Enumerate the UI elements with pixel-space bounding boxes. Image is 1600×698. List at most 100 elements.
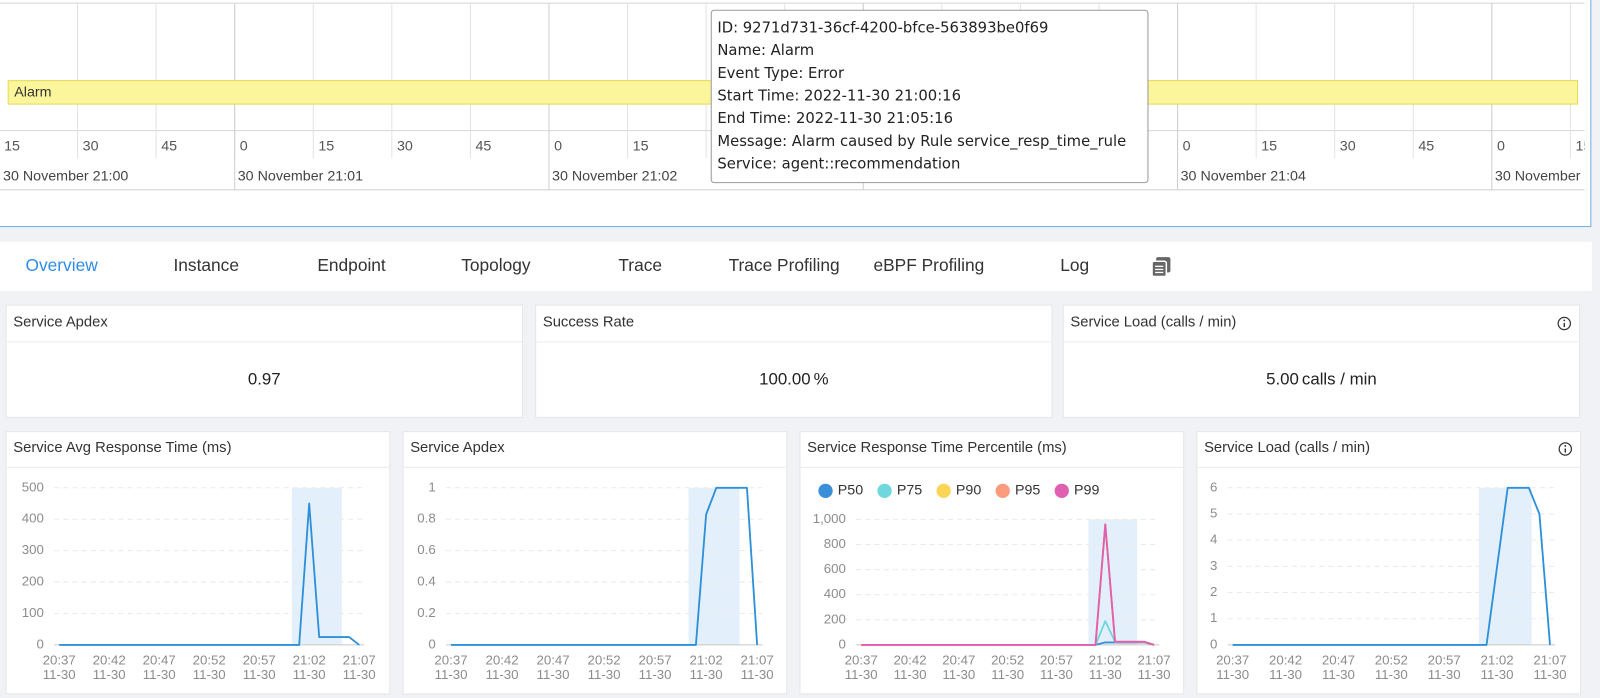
- card-value-number: 5.00: [1266, 370, 1299, 389]
- card-value: 100.00%: [759, 370, 829, 389]
- info-icon-ring: [1558, 442, 1573, 456]
- legend-marker[interactable]: [1054, 483, 1069, 498]
- x-tick-date: 11-30: [845, 667, 878, 682]
- card-title: Service Apdex: [13, 314, 108, 330]
- y-tick-label: 300: [22, 542, 44, 557]
- info-icon-ring: [1557, 316, 1572, 331]
- y-tick-label: 200: [22, 574, 44, 589]
- x-tick-label: 21:07: [741, 653, 774, 668]
- x-tick-label: 21:02: [690, 653, 723, 668]
- legend-label[interactable]: P75: [897, 483, 922, 499]
- legend-label[interactable]: P99: [1074, 483, 1099, 499]
- card-value-unit: calls / min: [1302, 370, 1377, 389]
- tab[interactable]: Endpoint: [317, 255, 386, 275]
- legend-label[interactable]: P50: [838, 483, 863, 499]
- x-tick-label: 20:47: [143, 653, 176, 668]
- metric-card: [5, 304, 523, 418]
- timeline-date-label: 30 November 21:05: [1495, 168, 1600, 184]
- tab[interactable]: Overview: [26, 255, 99, 275]
- x-tick-label: 20:52: [991, 653, 1024, 668]
- y-tick-label: 1,000: [813, 511, 846, 526]
- timeline-tick-label: 30: [83, 139, 99, 155]
- tab[interactable]: Topology: [461, 255, 531, 275]
- metric-card: [1062, 304, 1581, 418]
- y-tick-label: 0: [428, 636, 435, 651]
- y-tick-label: 400: [824, 586, 846, 601]
- x-tick-label: 20:42: [1269, 653, 1302, 668]
- series-line: [861, 523, 1155, 646]
- timeline-date-label: 30 November 21:02: [552, 168, 677, 184]
- y-tick-label: 200: [824, 611, 846, 626]
- y-tick-label: 4: [1210, 532, 1217, 547]
- x-tick-label: 21:02: [1481, 653, 1514, 668]
- y-tick-label: 0: [839, 636, 846, 651]
- x-tick-label: 20:57: [1428, 653, 1461, 668]
- legend-marker[interactable]: [936, 483, 951, 498]
- legend-label[interactable]: P90: [956, 483, 981, 499]
- y-tick-label: 1: [428, 479, 435, 494]
- info-icon[interactable]: [1558, 442, 1573, 456]
- timeline-tick-label: 45: [161, 139, 177, 155]
- x-tick-date: 11-30: [1375, 667, 1408, 682]
- x-tick-label: 20:37: [43, 653, 76, 668]
- tab[interactable]: Trace Profiling: [729, 255, 840, 275]
- info-icon[interactable]: [1557, 316, 1572, 331]
- x-tick-date: 11-30: [143, 667, 176, 682]
- legend-marker[interactable]: [877, 483, 892, 498]
- y-tick-label: 0.6: [417, 542, 435, 557]
- card-value-number: 0.97: [248, 370, 281, 389]
- tab[interactable]: Log: [1060, 255, 1089, 275]
- y-tick-label: 800: [824, 536, 846, 551]
- chart-title: Service Response Time Percentile (ms): [807, 440, 1067, 456]
- x-tick-date: 11-30: [243, 667, 276, 682]
- y-tick-label: 5: [1210, 505, 1217, 520]
- x-tick-date: 11-30: [1322, 667, 1355, 682]
- copy-icon[interactable]: [1151, 257, 1171, 278]
- x-tick-label: 21:02: [1089, 653, 1122, 668]
- card-value: 0.97: [248, 370, 281, 389]
- y-tick-label: 1: [1210, 610, 1217, 625]
- timeline-tick-label: 15: [1261, 139, 1277, 155]
- chart-title: Service Apdex: [410, 440, 505, 456]
- x-tick-date: 11-30: [93, 667, 126, 682]
- x-tick-date: 11-30: [193, 667, 226, 682]
- tab[interactable]: eBPF Profiling: [873, 255, 984, 275]
- timeline-tick-label: 0: [1183, 139, 1191, 155]
- legend-marker[interactable]: [818, 483, 833, 498]
- timeline-tick-label: 0: [240, 139, 248, 155]
- x-tick-date: 11-30: [1481, 667, 1514, 682]
- x-tick-label: 20:47: [536, 653, 569, 668]
- x-tick-label: 21:07: [343, 653, 376, 668]
- x-tick-date: 11-30: [537, 667, 570, 682]
- y-tick-label: 0.4: [417, 574, 435, 589]
- x-tick-label: 20:52: [1375, 653, 1408, 668]
- chart-title: Service Load (calls / min): [1204, 440, 1370, 456]
- y-tick-label: 2: [1210, 584, 1217, 599]
- x-tick-date: 11-30: [1428, 667, 1461, 682]
- legend-label[interactable]: P95: [1015, 483, 1040, 499]
- x-tick-date: 11-30: [741, 667, 774, 682]
- timeline-date-label: 30 November 21:00: [3, 168, 128, 184]
- x-tick-date: 11-30: [1269, 667, 1302, 682]
- legend-marker[interactable]: [995, 483, 1010, 498]
- x-tick-label: 20:47: [942, 653, 975, 668]
- tab[interactable]: Instance: [173, 255, 239, 275]
- x-tick-label: 20:37: [845, 653, 878, 668]
- alarm-band: [291, 487, 342, 645]
- timeline-date-label: 30 November 21:04: [1181, 168, 1306, 184]
- x-tick-label: 20:47: [1322, 653, 1355, 668]
- x-tick-date: 11-30: [435, 667, 468, 682]
- x-tick-date: 11-30: [343, 667, 376, 682]
- tooltip-line: Start Time: 2022-11-30 21:00:16: [717, 88, 961, 105]
- x-tick-date: 11-30: [486, 667, 519, 682]
- timeline-tick-label: 0: [1497, 139, 1505, 155]
- tooltip-line: Name: Alarm: [717, 42, 814, 59]
- x-tick-date: 11-30: [639, 667, 672, 682]
- timeline-date-label: 30 November 21:01: [238, 168, 363, 184]
- x-tick-date: 11-30: [1534, 667, 1567, 682]
- y-tick-label: 100: [22, 605, 44, 620]
- tab[interactable]: Trace: [618, 255, 662, 275]
- x-tick-date: 11-30: [1089, 667, 1122, 682]
